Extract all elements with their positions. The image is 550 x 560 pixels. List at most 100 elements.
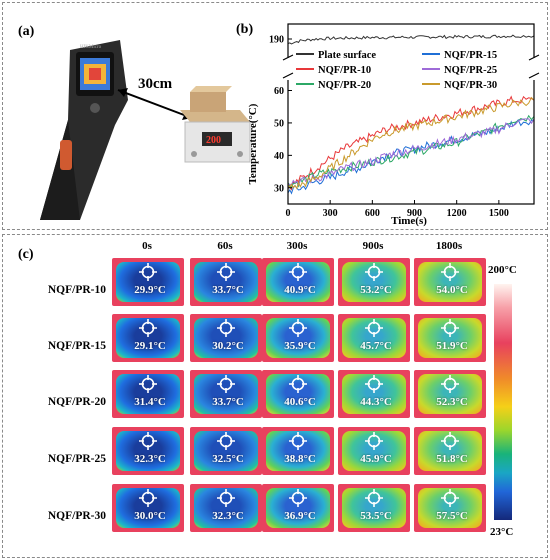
thermal-sample-region — [342, 431, 406, 471]
temperature-reading: 51.9°C — [436, 340, 468, 352]
crosshair-icon — [139, 489, 157, 507]
crosshair-icon — [365, 489, 383, 507]
temperature-reading: 51.8°C — [436, 453, 468, 465]
row-label-2: NQF/PR-20 — [47, 396, 106, 408]
thermal-image: 51.9°C — [414, 314, 486, 362]
temperature-reading: 52.3°C — [436, 396, 468, 408]
temperature-reading: 53.5°C — [360, 510, 392, 522]
legend-entry-4: NQF/PR-25 — [444, 65, 497, 76]
thermal-image: 30.0°C — [112, 484, 184, 532]
thermal-image: 57.5°C — [414, 484, 486, 532]
thermal-sample-region — [266, 318, 330, 358]
x-tick-label: 900 — [407, 208, 422, 219]
thermal-sample-region — [418, 488, 482, 528]
crosshair-icon — [289, 263, 307, 281]
temperature-reading: 33.7°C — [212, 396, 244, 408]
crosshair-icon — [139, 263, 157, 281]
thermal-image: 32.3°C — [190, 484, 262, 532]
thermal-image: 29.9°C — [112, 258, 184, 306]
column-header-4: 1800s — [435, 240, 463, 252]
panel-a-illustration: HIKMicro 30cm 200 — [40, 40, 251, 220]
temperature-chart: 0 300 600 900 1200 1500 30 40 50 60 190 Plate surf… — [247, 23, 540, 227]
crosshair-icon — [289, 432, 307, 450]
crosshair-icon — [441, 263, 459, 281]
x-tick-label: 300 — [323, 208, 338, 219]
thermal-image: 33.7°C — [190, 370, 262, 418]
temperature-reading: 32.5°C — [212, 453, 244, 465]
temperature-reading: 45.9°C — [360, 453, 392, 465]
panel-a-label: (a) — [18, 24, 35, 39]
x-tick-label: 600 — [365, 208, 380, 219]
axis-break-icon — [528, 54, 540, 79]
thermal-image: 29.1°C — [112, 314, 184, 362]
temperature-reading: 36.9°C — [284, 510, 316, 522]
thermal-sample-region — [116, 374, 180, 414]
thermal-sample-region — [266, 431, 330, 471]
temperature-reading: 32.3°C — [134, 453, 166, 465]
y-tick-label: 30 — [274, 183, 284, 194]
heating-plate-icon: 200 — [180, 86, 251, 163]
crosshair-icon — [365, 319, 383, 337]
column-header-3: 900s — [362, 240, 384, 252]
temperature-reading: 30.0°C — [134, 510, 166, 522]
thermal-sample-region — [116, 488, 180, 528]
top-frame — [2, 2, 548, 230]
crosshair-icon — [217, 489, 235, 507]
legend-entry-2: NQF/PR-15 — [444, 50, 497, 61]
device-readout: 200 — [206, 135, 221, 146]
temperature-reading: 44.3°C — [360, 396, 392, 408]
thermal-sample-region — [194, 262, 258, 302]
thermal-sample-region — [266, 488, 330, 528]
temperature-reading: 57.5°C — [436, 510, 468, 522]
thermal-image: 30.2°C — [190, 314, 262, 362]
panel-c-label: (c) — [18, 247, 34, 262]
column-header-0: 0s — [142, 240, 152, 252]
legend-entry-0: Plate surface — [318, 50, 376, 61]
thermal-sample-region — [418, 374, 482, 414]
temperature-reading: 53.2°C — [360, 284, 392, 296]
thermal-image: 53.5°C — [338, 484, 410, 532]
crosshair-icon — [289, 375, 307, 393]
thermal-sample-region — [194, 374, 258, 414]
x-tick-label: 0 — [286, 208, 291, 219]
crosshair-icon — [441, 489, 459, 507]
crosshair-icon — [441, 375, 459, 393]
distance-arrow-icon — [117, 88, 193, 120]
crosshair-icon — [441, 432, 459, 450]
distance-label: 30cm — [138, 76, 173, 92]
axis-break-gap — [530, 58, 538, 80]
thermal-sample-region — [194, 318, 258, 358]
thermal-image: 33.7°C — [190, 258, 262, 306]
temperature-reading: 38.8°C — [284, 453, 316, 465]
temperature-reading: 54.0°C — [436, 284, 468, 296]
y-axis-label: Temperature(°C) — [247, 103, 259, 184]
temperature-reading: 45.7°C — [360, 340, 392, 352]
panel-b-label: (b) — [236, 22, 254, 37]
thermal-image: 40.6°C — [262, 370, 334, 418]
thermal-image: 53.2°C — [338, 258, 410, 306]
thermal-image: 54.0°C — [414, 258, 486, 306]
crosshair-icon — [139, 432, 157, 450]
thermal-image: 52.3°C — [414, 370, 486, 418]
x-tick-label: 1200 — [447, 208, 467, 219]
thermal-sample-region — [342, 374, 406, 414]
crosshair-icon — [139, 375, 157, 393]
temperature-reading: 40.6°C — [284, 396, 316, 408]
y-tick-label: 50 — [274, 118, 284, 129]
thermal-image: 44.3°C — [338, 370, 410, 418]
x-axis-label: Time(s) — [391, 215, 427, 227]
plot-frame — [287, 23, 535, 205]
row-label-4: NQF/PR-30 — [47, 510, 106, 522]
temperature-reading: 29.9°C — [134, 284, 166, 296]
legend-entry-1: NQF/PR-10 — [318, 65, 371, 76]
series-line-5 — [287, 96, 535, 190]
thermal-sample-region — [418, 262, 482, 302]
thermal-sample-region — [342, 318, 406, 358]
scale-max-label: 200°C — [488, 264, 517, 276]
temperature-reading: 32.3°C — [212, 510, 244, 522]
temperature-reading: 40.9°C — [284, 284, 316, 296]
series-line-0 — [287, 34, 535, 45]
camera-brand-text: HIKMicro — [80, 45, 102, 50]
thermal-sample-region — [194, 488, 258, 528]
thermal-sample-region — [194, 431, 258, 471]
